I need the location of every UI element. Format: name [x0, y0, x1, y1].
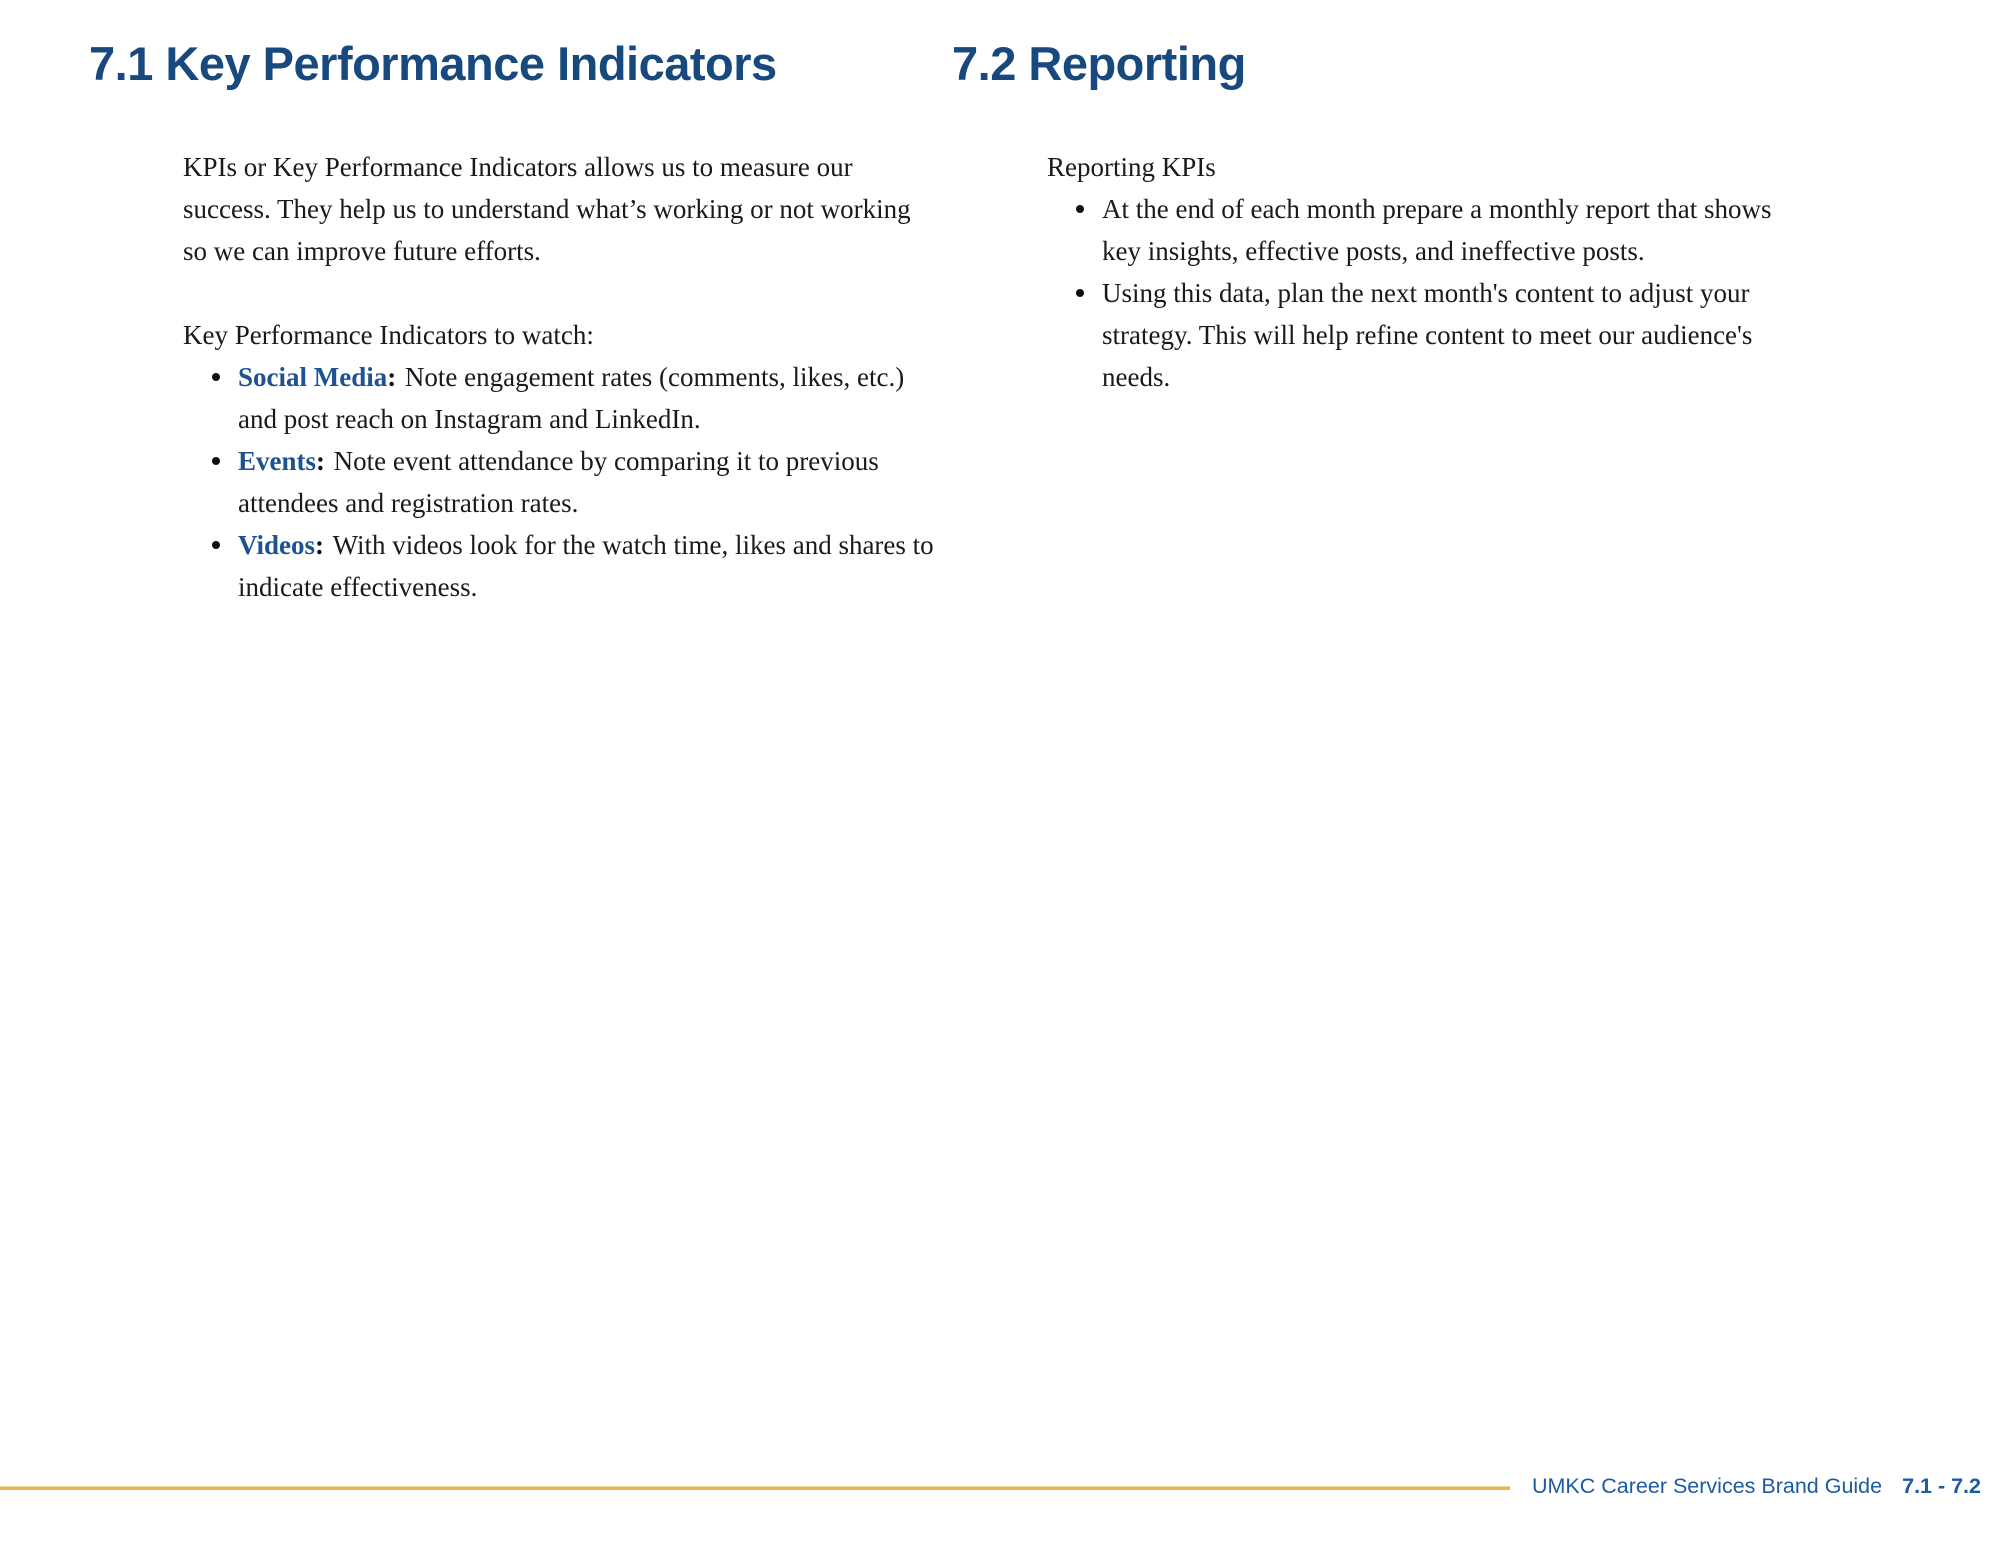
kpi-term: Videos [238, 530, 316, 560]
page-footer: UMKC Career Services Brand Guide 7.1 - 7.… [1532, 1474, 1981, 1498]
bullet-icon [212, 373, 220, 381]
kpi-term: Events [238, 446, 317, 476]
kpi-item-text: Note engagement rates (comments, likes, … [238, 362, 905, 434]
kpi-term-colon: : [315, 530, 325, 560]
reporting-list-label: Reporting KPIs [1047, 152, 1216, 182]
reporting-section-body: Reporting KPIs At the end of each month … [1047, 146, 1815, 398]
kpi-intro-paragraph: KPIs or Key Performance Indicators allow… [183, 152, 911, 266]
kpi-item-text: Note event attendance by comparing it to… [238, 446, 879, 518]
list-item: Events: Note event attendance by comparin… [183, 440, 935, 524]
footer-guide-title: UMKC Career Services Brand Guide [1532, 1474, 1883, 1498]
reporting-item-text: At the end of each month prepare a month… [1102, 194, 1772, 266]
bullet-icon [1076, 205, 1084, 213]
reporting-list: At the end of each month prepare a month… [1047, 188, 1815, 398]
footer-page-numbers: 7.1 - 7.2 [1902, 1474, 1981, 1498]
list-item: At the end of each month prepare a month… [1047, 188, 1815, 272]
bullet-icon [212, 541, 220, 549]
list-item: Videos: With videos look for the watch ti… [183, 524, 935, 608]
kpi-term-colon: : [387, 362, 397, 392]
kpi-item-text: With videos look for the watch time, lik… [238, 530, 934, 602]
bullet-icon [212, 457, 220, 465]
list-item: Using this data, plan the next month's c… [1047, 272, 1815, 398]
kpi-list-label: Key Performance Indicators to watch: [183, 320, 594, 350]
kpi-list: Social Media: Note engagement rates (comm… [183, 356, 935, 608]
kpi-term-colon: : [316, 446, 326, 476]
footer-divider-line [0, 1486, 1510, 1490]
section-title-kpi: 7.1 Key Performance Indicators [89, 37, 777, 90]
bullet-icon [1076, 289, 1084, 297]
kpi-term: Social Media [238, 362, 388, 392]
reporting-item-text: Using this data, plan the next month's c… [1102, 278, 1753, 392]
section-title-reporting: 7.2 Reporting [952, 37, 1246, 90]
kpi-section-body: KPIs or Key Performance Indicators allow… [183, 146, 935, 608]
list-item: Social Media: Note engagement rates (comm… [183, 356, 935, 440]
